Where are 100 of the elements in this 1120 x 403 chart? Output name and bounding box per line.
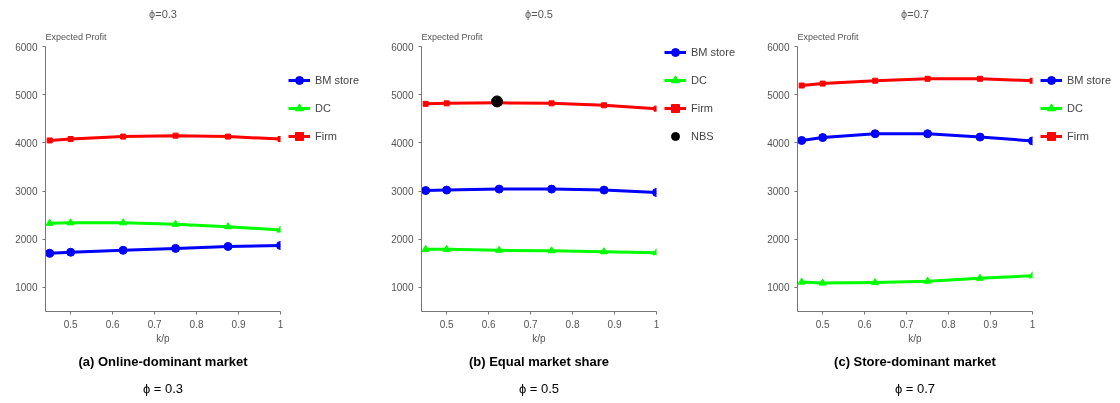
y-tick-label: 5000 — [15, 89, 38, 101]
point — [924, 75, 931, 82]
y-axis-title: Expected Profit — [421, 31, 484, 42]
legend-label: Firm — [1067, 130, 1089, 142]
y-tick-label: 1000 — [15, 282, 38, 294]
point — [67, 136, 74, 143]
point — [171, 243, 181, 253]
text: ϕ = 0.5 — [518, 380, 560, 396]
x-axis-title: k/p — [532, 332, 547, 344]
point — [872, 77, 879, 84]
point — [797, 135, 807, 145]
text: ϕ = 0.3 — [142, 380, 184, 396]
point — [798, 82, 805, 89]
point — [422, 100, 429, 107]
x-axis-title: k/p — [156, 332, 171, 344]
y-axis-title: Expected Profit — [797, 31, 860, 42]
y-tick-label: 4000 — [15, 137, 38, 149]
point — [46, 137, 53, 144]
legend-label: Firm — [691, 102, 713, 114]
legend-label: Firm — [315, 130, 337, 142]
y-tick-label: 4000 — [391, 137, 414, 149]
point — [494, 184, 504, 194]
point — [66, 218, 75, 226]
point — [66, 247, 76, 257]
chart-title: ϕ=0.7 — [901, 7, 929, 20]
x-tick-label: 0.9 — [231, 318, 246, 330]
x-tick-label: 0.8 — [941, 318, 956, 330]
legend-label: DC — [691, 74, 708, 86]
point — [223, 241, 233, 251]
point — [819, 80, 826, 87]
point — [120, 133, 127, 140]
text: ϕ = 0.7 — [894, 380, 936, 396]
legend-label: BM store — [1067, 74, 1112, 86]
point — [547, 184, 557, 194]
legend-label: BM store — [691, 46, 736, 58]
text: (b) Equal market share — [468, 353, 610, 369]
point — [421, 186, 431, 196]
x-tick-label: 0.9 — [983, 318, 998, 330]
point — [599, 185, 609, 195]
point — [977, 75, 984, 82]
y-tick-label: 3000 — [391, 186, 414, 198]
y-tick-label: 3000 — [15, 186, 38, 198]
y-tick-label: 2000 — [767, 234, 790, 246]
point — [975, 132, 985, 142]
y-tick-label: 3000 — [767, 186, 790, 198]
point — [491, 95, 504, 108]
chart-title: ϕ=0.3 — [149, 7, 177, 20]
point — [119, 218, 128, 226]
point — [818, 278, 827, 286]
point — [600, 247, 609, 255]
point — [421, 244, 430, 252]
x-tick-label: 0.5 — [63, 318, 79, 330]
legend-label: NBS — [691, 130, 714, 142]
point — [118, 245, 128, 255]
point — [871, 278, 880, 286]
point — [442, 244, 451, 252]
point — [547, 246, 556, 254]
x-tick-label: 1 — [1029, 318, 1036, 330]
point — [443, 100, 450, 107]
text: (a) Online-dominant market — [78, 353, 249, 369]
point — [976, 273, 985, 281]
x-tick-label: 0.6 — [857, 318, 873, 330]
y-tick-label: 4000 — [767, 137, 790, 149]
legend-label: DC — [315, 102, 332, 114]
point — [548, 100, 555, 107]
x-tick-label: 0.8 — [189, 318, 204, 330]
point — [172, 132, 179, 139]
x-tick-label: 0.7 — [147, 318, 162, 330]
x-tick-label: 0.7 — [899, 318, 914, 330]
y-tick-label: 6000 — [391, 41, 414, 53]
x-tick-label: 0.9 — [607, 318, 622, 330]
x-tick-label: 0.7 — [523, 318, 538, 330]
y-tick-label: 1000 — [767, 282, 790, 294]
point — [224, 222, 233, 230]
x-tick-label: 1 — [653, 318, 660, 330]
point — [601, 102, 608, 109]
point — [797, 277, 806, 285]
y-tick-label: 1000 — [391, 282, 414, 294]
point — [870, 129, 880, 139]
y-tick-label: 2000 — [15, 234, 38, 246]
x-tick-label: 1 — [277, 318, 284, 330]
x-tick-label: 0.8 — [565, 318, 580, 330]
point — [818, 133, 828, 143]
chart-title: ϕ=0.5 — [525, 7, 553, 20]
x-tick-label: 0.6 — [105, 318, 121, 330]
legend-label: DC — [1067, 102, 1084, 114]
x-tick-label: 0.5 — [439, 318, 455, 330]
y-tick-label: 6000 — [767, 41, 790, 53]
x-axis-title: k/p — [908, 332, 923, 344]
text: (c) Store-dominant market — [834, 353, 997, 369]
legend-label: BM store — [315, 74, 360, 86]
point — [495, 245, 504, 253]
point — [923, 129, 933, 139]
point — [923, 276, 932, 284]
y-axis-title: Expected Profit — [45, 31, 108, 42]
point — [442, 185, 452, 195]
y-tick-label: 5000 — [391, 89, 414, 101]
point — [45, 218, 54, 226]
y-tick-label: 5000 — [767, 89, 790, 101]
point — [45, 248, 55, 258]
